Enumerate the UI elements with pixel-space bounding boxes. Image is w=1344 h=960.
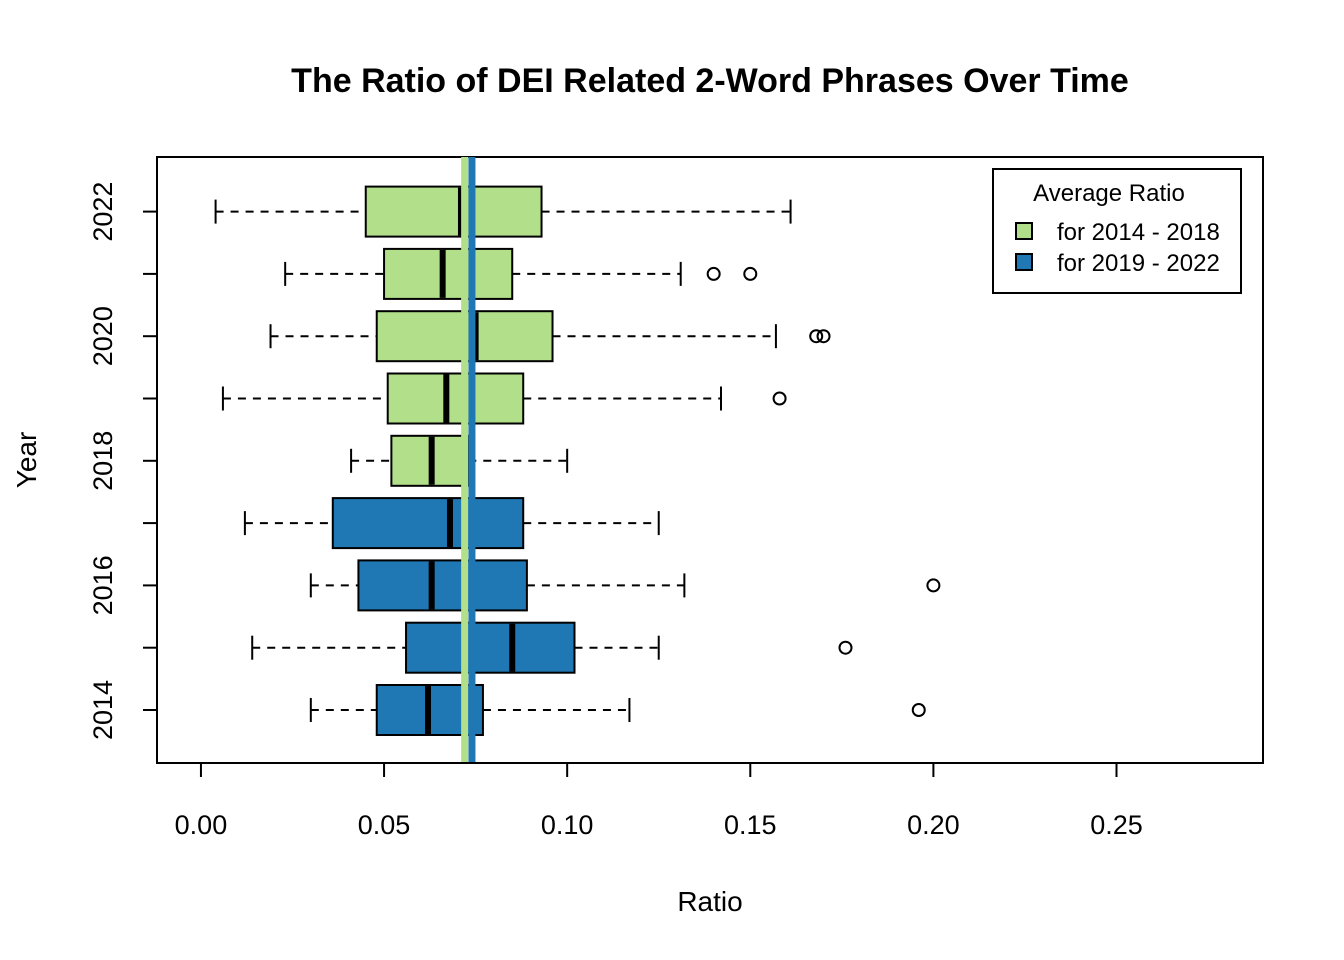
outlier-2020-1 [816, 329, 831, 344]
x-tick-label-5: 0.25 [1090, 810, 1143, 840]
chart-title: The Ratio of DEI Related 2-Word Phrases … [291, 62, 1129, 100]
box-2019 [221, 372, 787, 425]
x-tick-label-4: 0.20 [907, 810, 960, 840]
y-axis-label: Year [11, 432, 42, 489]
iqr-box-2015 [405, 621, 576, 674]
legend: Average Ratio for 2014 - 2018 for 2019 - 2… [992, 168, 1242, 294]
y-tick-label-2018: 2018 [88, 431, 118, 491]
x-tick-label-3: 0.15 [724, 810, 777, 840]
legend-swatch-blue [1015, 253, 1033, 271]
iqr-box-2019 [386, 372, 525, 425]
outlier-2015-0 [838, 640, 853, 655]
plot-area: 0.00 0.05 0.10 0.15 0.20 0.25 2014 2016 2018 2020… [88, 156, 1264, 840]
box-2018 [350, 434, 569, 487]
legend-label-blue: for 2019 - 2022 [1057, 250, 1220, 277]
outlier-2020-0 [809, 329, 824, 344]
legend-label-green: for 2014 - 2018 [1057, 219, 1220, 246]
iqr-box-2017 [331, 497, 525, 550]
outlier-2019-0 [772, 391, 787, 406]
legend-box [992, 168, 1242, 294]
box-2022 [214, 185, 792, 238]
outlier-2021-0 [706, 266, 721, 281]
outlier-2016-0 [926, 578, 941, 593]
box-2020 [269, 310, 831, 363]
y-tick-label-2016: 2016 [88, 555, 118, 615]
iqr-box-2021 [383, 247, 514, 300]
legend-swatch-green [1015, 222, 1033, 240]
box-2015 [251, 621, 853, 674]
legend-title: Average Ratio [1033, 180, 1185, 207]
box-2017 [243, 497, 660, 550]
outlier-2021-1 [743, 266, 758, 281]
x-tick-label-2: 0.10 [541, 810, 594, 840]
y-tick-label-2020: 2020 [88, 306, 118, 366]
iqr-box-2022 [364, 185, 543, 238]
box-2014 [309, 684, 926, 736]
x-axis-label: Ratio [677, 886, 742, 917]
x-tick-label-0: 0.00 [175, 810, 228, 840]
x-tick-label-1: 0.05 [358, 810, 411, 840]
outlier-2014-0 [911, 703, 926, 717]
box-2016 [309, 559, 941, 612]
y-tick-label-2022: 2022 [88, 182, 118, 242]
y-tick-label-2014: 2014 [88, 680, 118, 740]
box-2021 [284, 247, 758, 300]
iqr-box-2016 [357, 559, 528, 612]
